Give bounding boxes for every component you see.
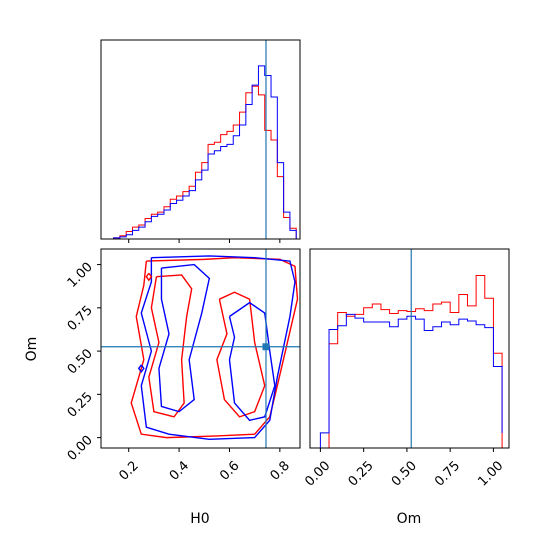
om-histogram-series-1 (310, 313, 503, 448)
y-axis-label-om: Om (24, 337, 40, 362)
h0-histogram-frame (100, 39, 301, 240)
h0-histogram-series-1 (101, 65, 297, 239)
x-axis-label-h0: H0 (190, 511, 209, 527)
contour-outer-series-1-4 (140, 255, 296, 441)
contour-inner-series-1-3 (158, 263, 211, 413)
contour-inner-series-0-0 (148, 274, 193, 418)
h0-histogram-panel (100, 39, 301, 243)
x-axis-label-om: Om (397, 511, 422, 527)
contour-inner-series-0-2 (216, 291, 266, 418)
om-histogram-frame (309, 248, 510, 449)
contour-inner-series-1-5 (228, 301, 276, 422)
contour-frame (100, 248, 301, 449)
contour-blob-series-0-6 (145, 272, 153, 282)
contour-blob-series-1-7 (137, 364, 145, 374)
truth-marker (262, 343, 270, 351)
